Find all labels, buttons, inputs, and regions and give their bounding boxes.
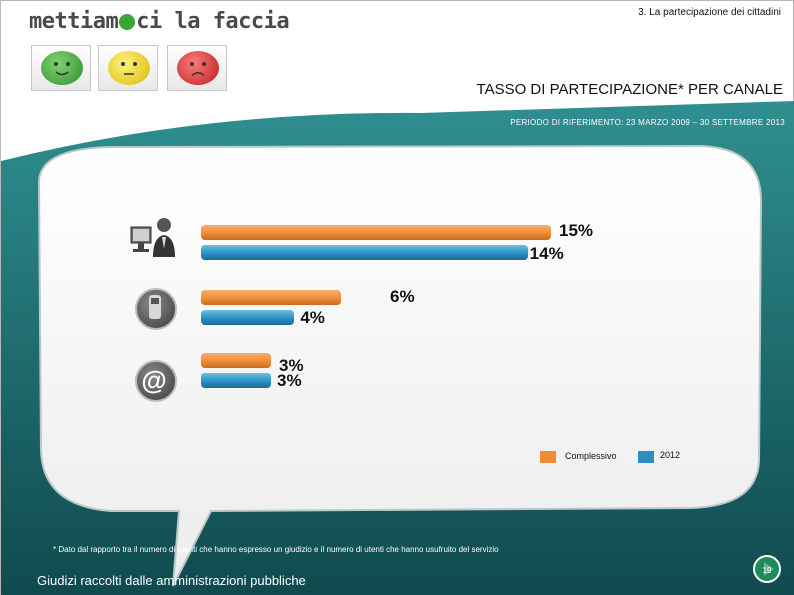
logo-smiley-icon: [119, 14, 136, 30]
data-label-2012-0: 14%: [529, 244, 564, 263]
legend-swatch-2012: [638, 451, 654, 463]
section-label: 3. La partecipazione dei cittadini: [638, 7, 781, 18]
bar-complessivo-1: [201, 290, 341, 305]
chart-subtitle: PERIODO DI RIFERIMENTO: 23 MARZO 2009 – …: [510, 118, 785, 127]
bar-2012-1: [201, 310, 295, 325]
email-at-icon: @: [135, 360, 177, 402]
data-label-complessivo-2: 3%: [279, 356, 304, 375]
data-label-complessivo-0: 15%: [559, 221, 594, 240]
bar-complessivo-0: [201, 225, 551, 240]
sad-smiley-icon: [177, 51, 219, 85]
legend-label-2012: 2012: [660, 450, 681, 460]
smiley-box-neutral: [98, 45, 158, 91]
smiley-box-happy: [31, 45, 91, 91]
neutral-smiley-icon: [108, 51, 150, 85]
legend-label-complessivo: Complessivo: [565, 451, 617, 461]
data-label-2012-1: 4%: [300, 308, 325, 327]
data-label-complessivo-1: 6%: [390, 287, 415, 306]
page-number: 19: [762, 566, 772, 575]
next-slide-icon[interactable]: [752, 554, 786, 588]
happy-smiley-icon: [41, 51, 83, 85]
smiley-box-sad: [167, 45, 227, 91]
chart-title: TASSO DI PARTECIPAZIONE* PER CANALE: [476, 81, 783, 98]
logo: mettiam ci la faccia: [29, 9, 290, 34]
data-label-2012-2: 3%: [277, 371, 302, 390]
footer-text: Giudizi raccolti dalle amministrazioni p…: [37, 573, 306, 588]
bar-2012-2: [201, 373, 271, 388]
bar-complessivo-2: [201, 353, 271, 368]
footnote: * Dato dal rapporto tra il numero di ute…: [53, 545, 499, 554]
legend-swatch-complessivo: [540, 451, 556, 463]
computer-user-icon: [129, 215, 175, 257]
bar-2012-0: [201, 245, 528, 260]
mobile-phone-icon: [135, 288, 177, 330]
